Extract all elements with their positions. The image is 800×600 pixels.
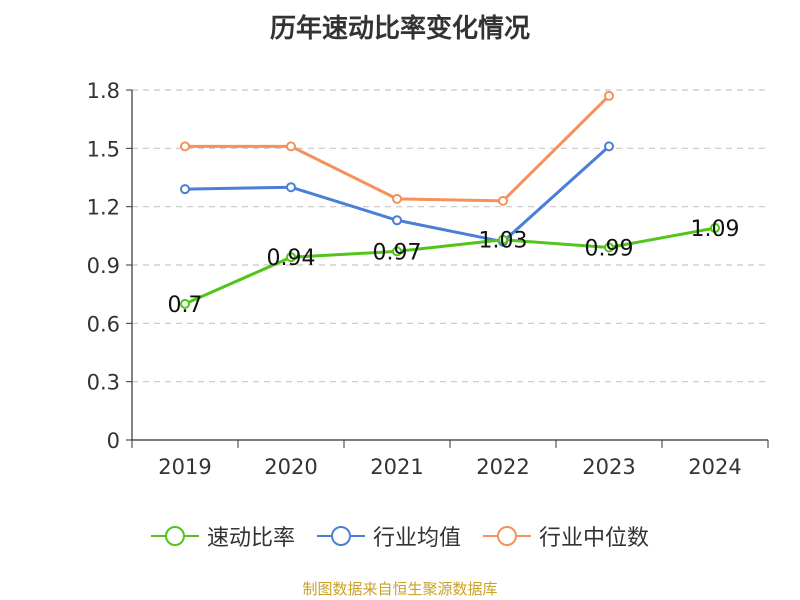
series-lines [180, 90, 720, 309]
x-tick-label: 2022 [476, 455, 529, 479]
legend: 速动比率 行业均值 行业中位数 [0, 520, 800, 552]
data-point [180, 298, 190, 309]
data-point [392, 246, 402, 257]
data-label: 1.03 [479, 229, 528, 254]
y-tick-label: 1.5 [87, 137, 120, 161]
data-point [286, 252, 296, 263]
y-tick-label: 0.6 [87, 312, 120, 336]
data-point [604, 242, 614, 253]
data-label: 0.99 [585, 237, 634, 262]
legend-label: 行业均值 [372, 526, 461, 551]
x-tick-label: 2024 [688, 455, 741, 479]
data-point [180, 141, 190, 152]
legend-item[interactable]: 行业中位数 [483, 520, 649, 552]
data-point [604, 90, 614, 101]
data-labels: 0.7 0.94 0.97 1.03 0.99 1.09 [168, 217, 740, 318]
x-tick-label: 2019 [158, 455, 211, 479]
data-label: 1.09 [691, 217, 740, 242]
data-label: 0.7 [168, 293, 203, 318]
x-tick-label: 2020 [264, 455, 317, 479]
gridlines [132, 89, 768, 383]
data-point [180, 184, 190, 195]
y-tick-label: 0.3 [87, 371, 120, 395]
data-point [498, 195, 508, 206]
x-tick-label: 2021 [370, 455, 423, 479]
data-point [498, 234, 508, 245]
data-point [604, 141, 614, 152]
x-tick-label: 2023 [582, 455, 635, 479]
legend-marker-icon [316, 526, 365, 546]
legend-marker-icon [150, 526, 199, 546]
axes: 0 0.3 0.6 0.9 1.2 1.5 1.8 2019 2020 2021 2022 2023 2… [87, 79, 769, 479]
legend-label: 速动比率 [206, 526, 295, 551]
chart-title: 历年速动比率变化情况 [269, 14, 530, 44]
y-tick-label: 1.2 [87, 196, 120, 220]
legend-label: 行业中位数 [539, 526, 650, 551]
data-label: 0.94 [267, 246, 316, 271]
y-tick-label: 1.8 [87, 79, 120, 103]
data-point [286, 141, 296, 152]
y-tick-label: 0 [107, 429, 120, 453]
data-label: 0.97 [373, 240, 422, 265]
legend-marker-icon [483, 526, 531, 546]
legend-item[interactable]: 行业均值 [316, 520, 461, 552]
legend-item[interactable]: 速动比率 [150, 520, 295, 552]
series-line [184, 226, 716, 306]
data-point [392, 193, 402, 204]
data-point [392, 215, 402, 226]
source-note: 制图数据来自恒生聚源数据库 [302, 580, 498, 598]
data-point [286, 182, 296, 193]
y-tick-label: 0.9 [87, 254, 120, 278]
data-point [710, 223, 720, 234]
